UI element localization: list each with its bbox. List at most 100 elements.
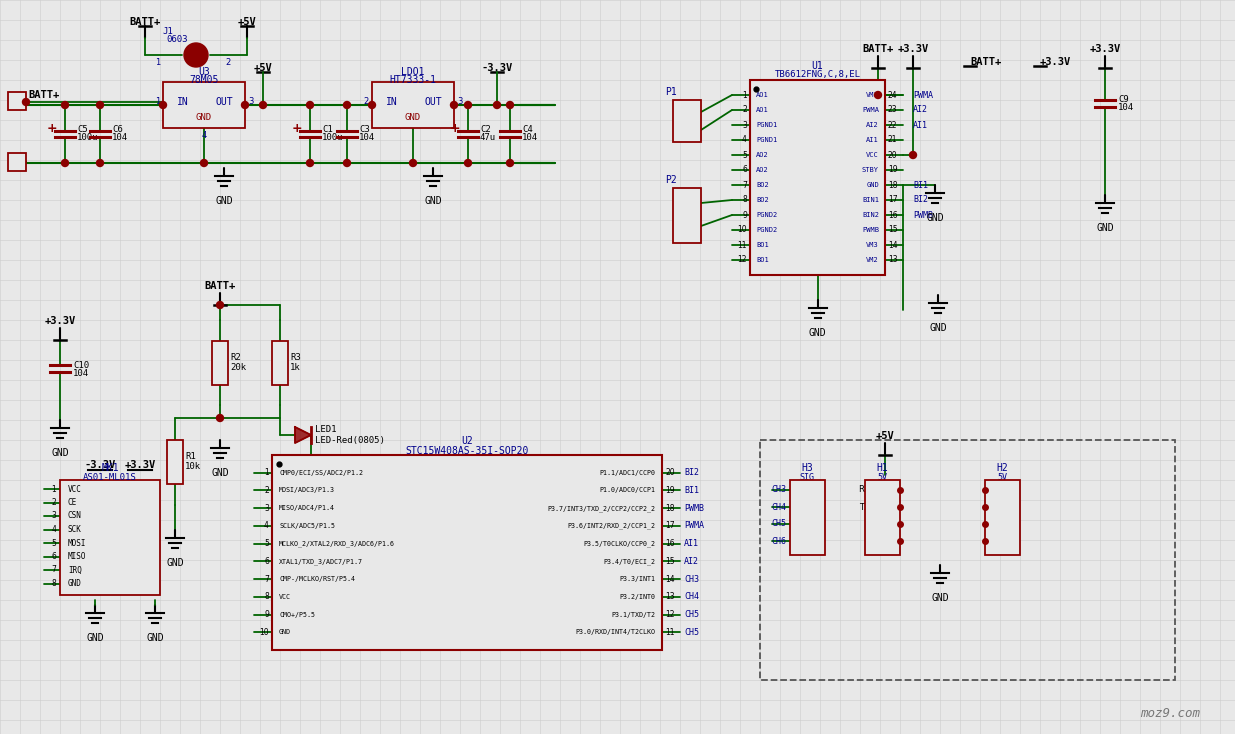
Circle shape: [200, 159, 207, 167]
Text: GND: GND: [86, 633, 104, 643]
Text: GND: GND: [215, 196, 233, 206]
Text: 1: 1: [14, 158, 20, 167]
Text: PGND2: PGND2: [756, 227, 777, 233]
Text: 19: 19: [664, 486, 674, 495]
Text: STBY: STBY: [862, 167, 879, 173]
Text: PWMB: PWMB: [862, 227, 879, 233]
Text: BO2: BO2: [756, 182, 768, 188]
Text: 13: 13: [888, 255, 898, 264]
Text: R2: R2: [230, 353, 241, 362]
Text: P2: P2: [666, 175, 677, 185]
Text: GND: GND: [51, 448, 69, 458]
Text: GND: GND: [167, 558, 184, 568]
Circle shape: [343, 159, 351, 167]
Text: 8: 8: [264, 592, 269, 601]
Text: 1: 1: [742, 90, 747, 100]
Text: AI1: AI1: [684, 539, 699, 548]
Text: 7: 7: [51, 565, 56, 575]
Text: 22: 22: [888, 120, 898, 129]
Text: P3.1/TXD/T2: P3.1/TXD/T2: [611, 611, 655, 617]
Text: 14: 14: [664, 575, 674, 584]
Text: P3.5/T0CLKO/CCP0_2: P3.5/T0CLKO/CCP0_2: [583, 540, 655, 547]
Text: R1: R1: [185, 452, 196, 461]
Text: +: +: [47, 122, 57, 134]
Text: 19: 19: [888, 165, 898, 175]
Text: BATT+: BATT+: [130, 17, 161, 27]
Text: 2: 2: [999, 503, 1004, 512]
Circle shape: [368, 101, 375, 109]
Text: 20: 20: [888, 150, 898, 159]
Text: P3.6/INT2/RXD_2/CCP1_2: P3.6/INT2/RXD_2/CCP1_2: [567, 523, 655, 529]
Text: VM2: VM2: [866, 257, 879, 263]
Text: 3: 3: [889, 520, 894, 528]
Circle shape: [96, 159, 104, 167]
Text: PWMA: PWMA: [913, 90, 932, 100]
Text: CH6: CH6: [771, 537, 785, 545]
Text: 4: 4: [742, 136, 747, 145]
Text: MISO/ADC4/P1.4: MISO/ADC4/P1.4: [279, 505, 335, 511]
Text: LED-Red(0805): LED-Red(0805): [315, 435, 385, 445]
Bar: [673, 188, 701, 243]
Text: CH3: CH3: [684, 575, 699, 584]
Text: 4: 4: [999, 537, 1004, 545]
Text: C4: C4: [522, 126, 532, 134]
Circle shape: [22, 98, 30, 106]
Text: 2: 2: [869, 503, 876, 512]
Text: 14: 14: [888, 241, 898, 250]
Text: 24: 24: [888, 90, 898, 100]
Text: 13: 13: [664, 592, 674, 601]
Bar: [7, 92, 26, 110]
Text: VCC: VCC: [866, 152, 879, 158]
Text: LDO1: LDO1: [401, 67, 425, 77]
Bar: [673, 100, 701, 142]
Text: TB6612FNG,C,8,EL: TB6612FNG,C,8,EL: [774, 70, 861, 79]
Text: H3: H3: [802, 463, 813, 473]
Bar: [790, 480, 825, 555]
Text: 104: 104: [112, 134, 128, 142]
Text: 15: 15: [664, 557, 674, 566]
Text: 2: 2: [684, 125, 690, 135]
Bar: [750, 80, 885, 275]
Text: GND: GND: [809, 328, 826, 338]
Bar: [163, 82, 245, 128]
Text: 5: 5: [742, 150, 747, 159]
Text: BATT+: BATT+: [969, 57, 1002, 67]
Text: SCK: SCK: [68, 525, 82, 534]
Text: GND: GND: [1097, 223, 1114, 233]
Text: TX: TX: [869, 503, 881, 512]
Text: PWMA: PWMA: [862, 107, 879, 113]
Text: CMP0/ECI/SS/ADC2/P1.2: CMP0/ECI/SS/ADC2/P1.2: [279, 470, 363, 476]
Text: +3.3V: +3.3V: [44, 316, 75, 326]
Polygon shape: [295, 427, 311, 443]
Text: 1: 1: [264, 468, 269, 477]
Text: 6: 6: [51, 552, 56, 561]
Text: GND: GND: [424, 196, 442, 206]
Text: 15: 15: [888, 225, 898, 234]
Text: 3: 3: [264, 504, 269, 512]
Text: STC15W408AS-35I-SOP20: STC15W408AS-35I-SOP20: [405, 446, 529, 456]
Text: 18: 18: [664, 504, 674, 512]
Bar: [760, 440, 1174, 680]
Text: 11: 11: [664, 628, 674, 637]
Text: VCC: VCC: [279, 594, 291, 600]
Text: +: +: [291, 122, 303, 134]
Text: MK1: MK1: [101, 463, 119, 473]
Text: 10: 10: [259, 628, 269, 637]
Text: C2: C2: [480, 126, 490, 134]
Text: GND: GND: [866, 182, 879, 188]
Text: HT7333-1: HT7333-1: [389, 75, 436, 85]
Text: +: +: [450, 122, 461, 134]
Text: OUT: OUT: [425, 97, 442, 107]
Text: PGND2: PGND2: [756, 212, 777, 218]
Text: C1: C1: [322, 126, 332, 134]
Text: U3: U3: [198, 67, 210, 77]
Text: 7: 7: [264, 575, 269, 584]
Text: AO1: AO1: [756, 107, 768, 113]
Text: C9: C9: [1118, 95, 1129, 104]
Text: AI2: AI2: [684, 557, 699, 566]
Text: P1.0/ADC0/CCP1: P1.0/ADC0/CCP1: [599, 487, 655, 493]
Text: 7: 7: [742, 181, 747, 189]
Text: GND: GND: [931, 593, 948, 603]
Text: +3.3V: +3.3V: [125, 460, 156, 470]
Text: 2: 2: [795, 503, 800, 512]
